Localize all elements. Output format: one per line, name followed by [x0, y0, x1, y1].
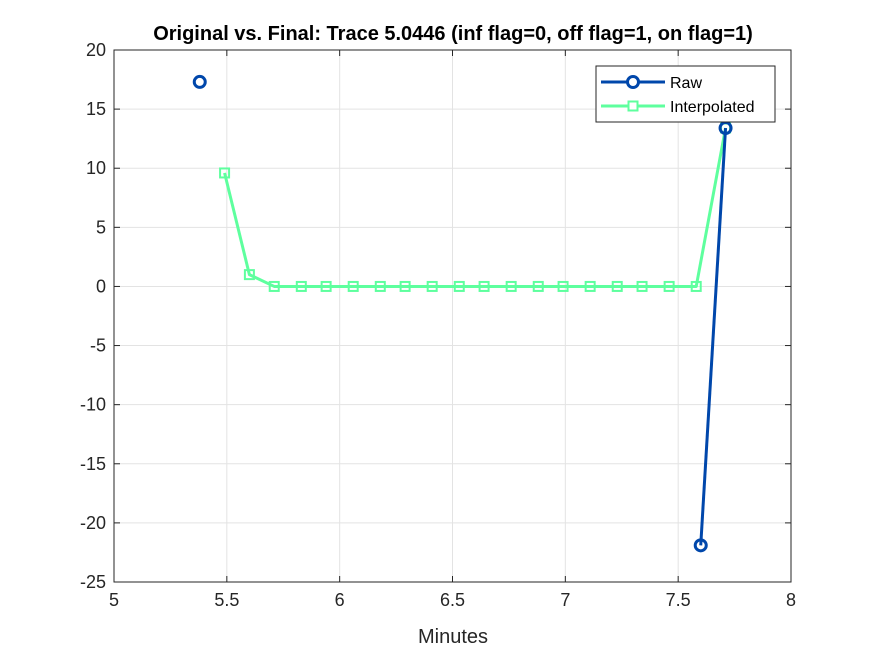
interpolated-point [453, 280, 465, 292]
x-tick-label: 7.5 [666, 590, 691, 610]
x-tick-label: 6 [335, 590, 345, 610]
interpolated-point [505, 280, 517, 292]
legend: Raw Interpolated [595, 65, 776, 123]
interpolated-point [399, 280, 411, 292]
legend-raw-marker [626, 75, 640, 89]
interpolated-point [636, 280, 648, 292]
plot-area [113, 49, 792, 583]
interpolated-point [347, 280, 359, 292]
interpolated-point [243, 269, 255, 281]
interpolated-point [320, 280, 332, 292]
y-tick-label: -5 [90, 336, 106, 356]
raw-point [192, 74, 207, 89]
interpolated-point [584, 280, 596, 292]
interpolated-point [478, 280, 490, 292]
legend-box [595, 65, 776, 123]
interpolated-point [611, 280, 623, 292]
x-tick-label: 8 [786, 590, 796, 610]
legend-raw-label: Raw [670, 75, 702, 92]
interpolated-point [663, 280, 675, 292]
y-tick-label: -10 [80, 395, 106, 415]
y-tick-label: 15 [86, 99, 106, 119]
y-tick-labels: 20 15 10 5 0 -5 -10 -15 -20 -25 [80, 40, 106, 592]
x-tick-label: 5.5 [214, 590, 239, 610]
raw-point [718, 121, 733, 136]
y-tick-label: -20 [80, 513, 106, 533]
x-tick-label: 6.5 [440, 590, 465, 610]
interpolated-point [374, 280, 386, 292]
axes [113, 49, 792, 583]
interpolated-point [690, 280, 702, 292]
y-tick-label: -15 [80, 454, 106, 474]
x-tick-label: 5 [109, 590, 119, 610]
interpolated-point [268, 280, 280, 292]
y-tick-label: 0 [96, 276, 106, 296]
x-tick-labels: 5 5.5 6 6.5 7 7.5 8 [109, 590, 796, 610]
series-layer [192, 74, 733, 553]
y-tick-label: 20 [86, 40, 106, 60]
interpolated-point [295, 280, 307, 292]
legend-entries: Raw Interpolated [601, 75, 755, 116]
y-tick-label: 5 [96, 217, 106, 237]
legend-interpolated-label: Interpolated [670, 99, 755, 116]
chart-title: Original vs. Final: Trace 5.0446 (inf fl… [153, 23, 753, 45]
raw-point [693, 538, 708, 553]
raw-series [192, 74, 733, 553]
y-tick-label: -25 [80, 572, 106, 592]
interpolated-point [426, 280, 438, 292]
interpolated-point [219, 167, 231, 179]
y-tick-label: 10 [86, 158, 106, 178]
axes-box [113, 49, 792, 583]
interpolated-point [532, 280, 544, 292]
x-tick-label: 7 [560, 590, 570, 610]
x-axis-label: Minutes [418, 626, 488, 648]
interpolated-point [557, 280, 569, 292]
legend-interpolated-marker [627, 100, 639, 112]
raw-line [699, 127, 728, 546]
